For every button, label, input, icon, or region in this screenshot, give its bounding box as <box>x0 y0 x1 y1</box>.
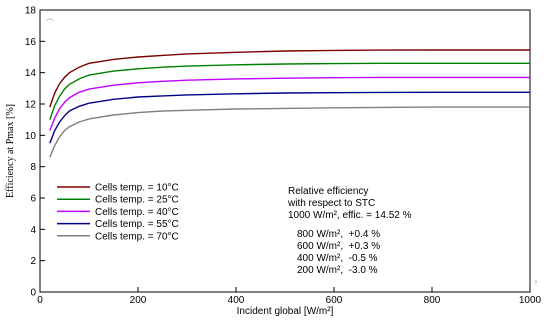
legend-label: Cells temp. = 40°C <box>95 207 179 218</box>
x-tick-label: 400 <box>228 295 245 306</box>
series-line-1 <box>49 49 530 108</box>
annotation-line: 400 W/m², -0.5 % <box>297 253 378 264</box>
y-tick-label: 4 <box>30 225 36 236</box>
series-line-3 <box>49 76 530 131</box>
series-line-4 <box>49 91 530 144</box>
series-line-2 <box>49 62 530 120</box>
x-tick-label: 600 <box>326 295 343 306</box>
annotation-line: 1000 W/m², effic. = 14.52 % <box>288 210 412 221</box>
y-tick-label: 0 <box>30 288 36 299</box>
y-tick-label: 16 <box>25 37 37 48</box>
x-tick-label: 1000 <box>519 295 542 306</box>
scroll-up-arrow-icon[interactable]: ︿ <box>46 13 54 22</box>
y-tick-label: 6 <box>30 194 36 205</box>
series-line-5 <box>49 106 530 158</box>
annotation-line: Relative efficiency <box>288 186 368 197</box>
legend-label: Cells temp. = 55°C <box>95 219 179 230</box>
plot-area <box>39 9 531 293</box>
y-tick-label: 2 <box>30 256 36 267</box>
series-lines <box>49 49 530 158</box>
annotation-line: 800 W/m², +0.4 % <box>297 229 380 240</box>
x-tick-label: 0 <box>37 295 43 306</box>
y-tick-label: 10 <box>25 131 37 142</box>
x-tick-label: 200 <box>130 295 147 306</box>
scroll-right-arrow-icon[interactable]: › <box>534 277 537 286</box>
annotation-line: with respect to STC <box>287 198 375 209</box>
legend-label: Cells temp. = 10°C <box>95 183 179 194</box>
legend-label: Cells temp. = 70°C <box>95 231 179 242</box>
y-tick-label: 12 <box>25 100 37 111</box>
y-axis-title: Efficiency at Pmax [%] <box>5 104 16 198</box>
legend-label: Cells temp. = 25°C <box>95 195 179 206</box>
axis-ticks: 0 2 4 6 8 10 12 14 16 18 0 200 400 600 800 1000 <box>25 6 542 307</box>
annotation-line: 600 W/m², +0.3 % <box>297 241 380 252</box>
x-tick-label: 800 <box>424 295 441 306</box>
annotation-line: 200 W/m², -3.0 % <box>297 265 378 276</box>
y-tick-label: 8 <box>30 162 36 173</box>
y-tick-label: 14 <box>25 68 37 79</box>
x-axis-title: Incident global [W/m²] <box>237 306 334 317</box>
y-tick-label: 18 <box>25 6 37 17</box>
